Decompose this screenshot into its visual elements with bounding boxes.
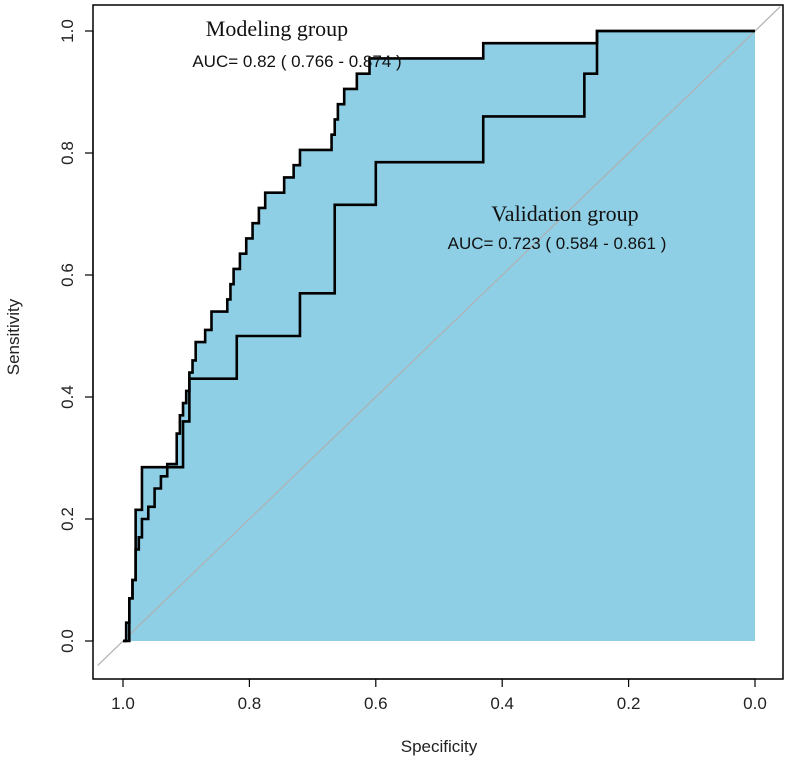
- y-tick-label: 0.0: [58, 629, 77, 653]
- x-tick-label: 0.2: [617, 694, 641, 713]
- x-tick-label: 0.6: [364, 694, 388, 713]
- roc-curve-modeling: [123, 29, 755, 643]
- validation-group-title: Validation group: [491, 201, 638, 226]
- y-tick-label: 0.4: [58, 385, 77, 409]
- x-tick-label: 0.4: [490, 694, 514, 713]
- y-tick-label: 1.0: [58, 19, 77, 43]
- roc-curve-layer: [123, 29, 755, 643]
- validation-auc-label: AUC= 0.723 ( 0.584 - 0.861 ): [448, 234, 667, 253]
- y-axis-title: Sensitivity: [4, 298, 23, 375]
- y-tick-label: 0.8: [58, 141, 77, 165]
- x-tick-label: 1.0: [111, 694, 135, 713]
- x-tick-label: 0.8: [238, 694, 262, 713]
- modeling-auc-label: AUC= 0.82 ( 0.766 - 0.874 ): [192, 52, 401, 71]
- roc-curve-validation: [123, 29, 755, 643]
- y-tick-label: 0.6: [58, 263, 77, 287]
- modeling-group-title: Modeling group: [206, 16, 348, 41]
- x-tick-label: 0.0: [743, 694, 767, 713]
- diagonal-layer: [97, 6, 781, 666]
- reference-diagonal: [97, 6, 781, 666]
- y-tick-label: 0.2: [58, 507, 77, 531]
- x-axis: 1.0 0.8 0.6 0.4 0.2 0.0: [111, 678, 767, 713]
- y-axis: 0.0 0.2 0.4 0.6 0.8 1.0: [58, 19, 94, 653]
- x-axis-title: Specificity: [401, 737, 478, 756]
